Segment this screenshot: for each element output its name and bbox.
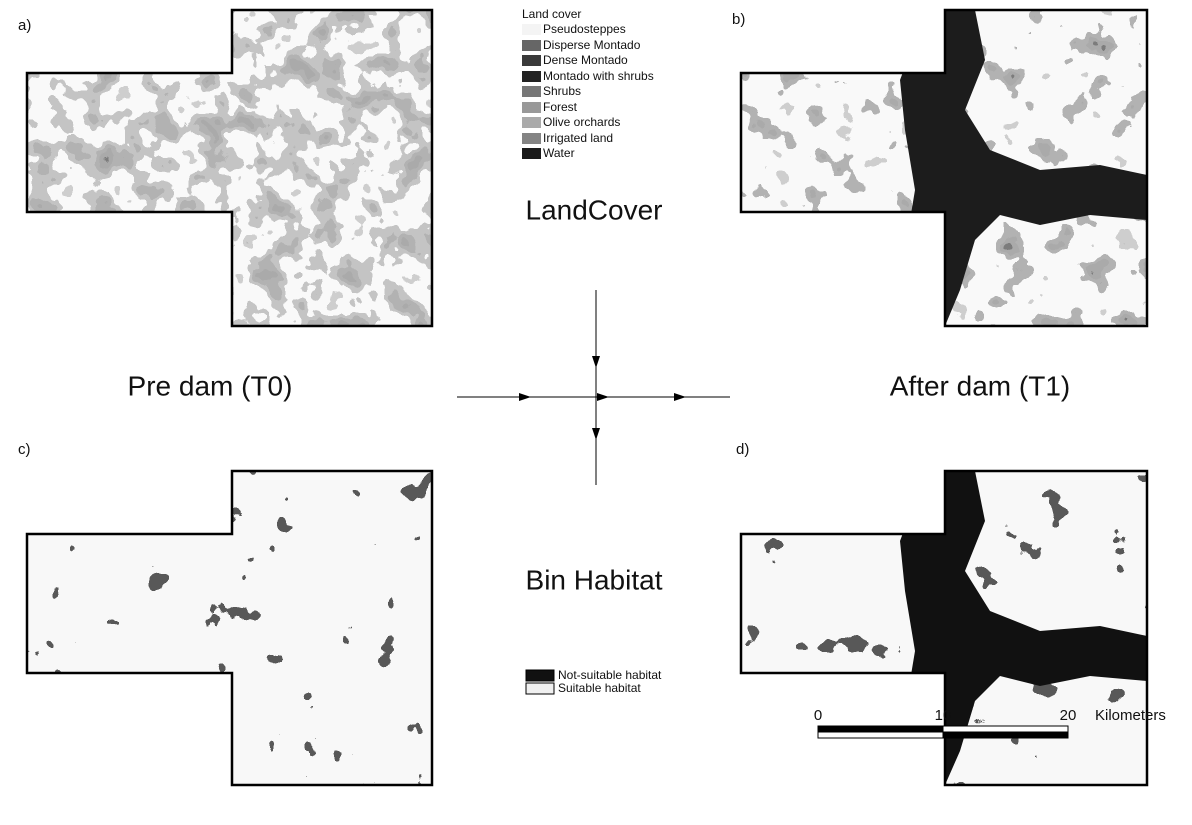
legend-swatch [522, 40, 541, 51]
row-label: Bin Habitat [526, 564, 663, 595]
row-label: LandCover [526, 194, 663, 225]
column-label: Pre dam (T0) [128, 370, 293, 401]
legend-entry: Suitable habitat [558, 681, 641, 695]
arrows [457, 290, 730, 485]
legend-swatch [522, 71, 541, 82]
legend-swatch [522, 148, 541, 159]
legend-swatch [526, 683, 554, 694]
legend-entry: Olive orchards [543, 115, 620, 129]
legend-entry: Montado with shrubs [543, 69, 654, 83]
legend-swatch [522, 55, 541, 66]
map-c [27, 471, 432, 785]
panel-label: d) [736, 441, 749, 458]
legend-swatch [522, 117, 541, 128]
legend-entry: Not-suitable habitat [558, 668, 662, 682]
legend-swatch [522, 86, 541, 97]
legend-entry: Irrigated land [543, 131, 613, 145]
legend-entry: Pseudosteppes [543, 22, 626, 36]
scale-label: 20 [1060, 707, 1077, 724]
map-a [27, 10, 432, 326]
figure: a) b) c) d) LandCover Bin Habitat Pre da… [0, 0, 1192, 825]
panel-label: a) [18, 17, 31, 34]
legend-title: Land cover [522, 7, 581, 21]
column-label: After dam (T1) [890, 370, 1070, 401]
legend-swatch [522, 102, 541, 113]
scale-label: 0 [814, 707, 822, 724]
legend-entry: Shrubs [543, 84, 581, 98]
legend-swatch [526, 670, 554, 681]
scale-unit: Kilometers [1095, 707, 1166, 724]
legend-entry: Disperse Montado [543, 38, 641, 52]
legend-swatch [522, 133, 541, 144]
habitat-legend: Not-suitable habitat Suitable habitat [526, 668, 662, 695]
legend-entry: Dense Montado [543, 53, 628, 67]
panel-label: b) [732, 11, 745, 28]
legend-swatch [522, 24, 541, 35]
scale-label: 10 [935, 707, 952, 724]
landcover-legend: Land cover Pseudosteppes Disperse Montad… [522, 7, 654, 160]
legend-entry: Water [543, 146, 575, 160]
panel-label: c) [18, 441, 31, 458]
legend-entry: Forest [543, 100, 578, 114]
